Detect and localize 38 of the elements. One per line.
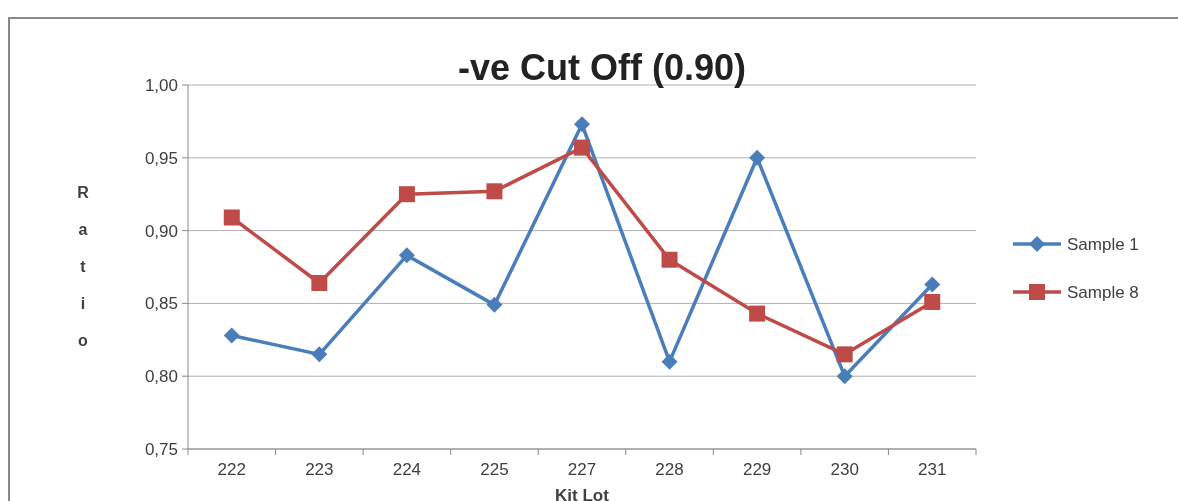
legend-label: Sample 8 — [1067, 282, 1139, 302]
y-tick-label: 0,90 — [144, 221, 178, 241]
x-tick-label: 223 — [305, 460, 334, 479]
point — [924, 276, 941, 293]
point — [311, 346, 328, 363]
y-tick-label: 0,75 — [144, 439, 178, 459]
point — [223, 209, 240, 226]
y-tick-label: 0,80 — [144, 367, 178, 387]
y-tick-label: 1,00 — [144, 75, 178, 95]
x-tick-label: 225 — [480, 460, 509, 479]
legend-label: Sample 1 — [1067, 234, 1139, 254]
point — [223, 327, 240, 344]
x-tick-label: 224 — [392, 460, 422, 479]
point — [836, 368, 853, 385]
x-tick-label: 230 — [830, 460, 859, 479]
point — [661, 251, 678, 268]
point — [486, 296, 503, 313]
point — [661, 353, 678, 370]
y-tick-label: 0,95 — [144, 148, 178, 168]
point — [574, 139, 590, 156]
point — [398, 247, 415, 264]
x-tick-label: 229 — [742, 460, 772, 479]
point — [924, 293, 941, 310]
point — [311, 275, 328, 292]
y-tick-label: 0,85 — [144, 294, 178, 314]
point — [749, 149, 766, 166]
point — [749, 305, 766, 322]
x-axis-title: Kit Lot — [555, 486, 610, 501]
point — [486, 183, 503, 200]
x-tick-label: 231 — [918, 460, 947, 479]
point — [836, 346, 853, 363]
text: Ratio — [77, 184, 89, 349]
point — [574, 116, 590, 133]
x-tick-label: 228 — [655, 460, 684, 479]
point — [398, 186, 415, 203]
chart-title: -ve Cut Off (0.90) — [457, 47, 747, 88]
x-tick-label: 227 — [567, 460, 597, 479]
x-tick-label: 222 — [217, 460, 246, 479]
